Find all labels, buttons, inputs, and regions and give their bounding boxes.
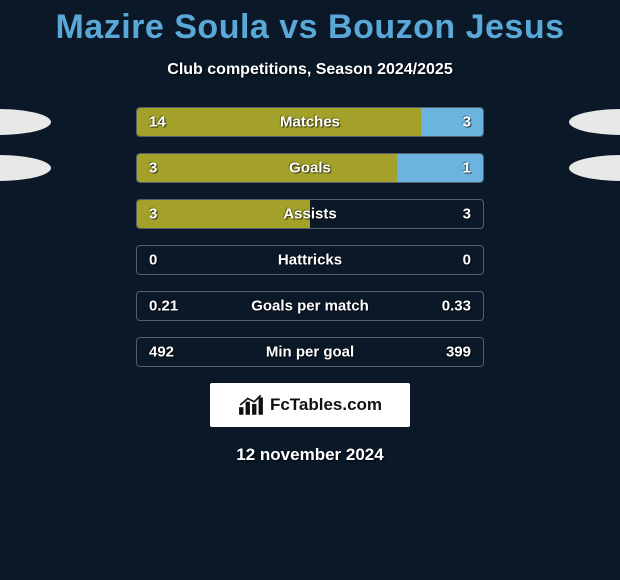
metric-label: Hattricks	[278, 252, 342, 269]
value-right: 0	[463, 252, 471, 269]
logo-text: FcTables.com	[270, 395, 382, 415]
chart-icon	[238, 394, 264, 416]
metric-label: Matches	[280, 114, 340, 131]
player-avatar-right	[569, 109, 620, 135]
stat-bar: 3 1 Goals	[136, 153, 484, 183]
stat-bar: 0.21 0.33 Goals per match	[136, 291, 484, 321]
comparison-row: 3 1 Goals	[70, 153, 550, 183]
metric-label: Min per goal	[266, 344, 354, 361]
player-avatar-left	[0, 109, 51, 135]
bar-fill-right	[421, 108, 483, 136]
bar-fill-left	[137, 154, 397, 182]
value-right: 3	[463, 206, 471, 223]
logo-badge[interactable]: FcTables.com	[210, 383, 410, 427]
value-right: 1	[463, 160, 471, 177]
stat-bar: 14 3 Matches	[136, 107, 484, 137]
value-left: 3	[149, 206, 157, 223]
value-left: 492	[149, 344, 174, 361]
comparison-row: 3 3 Assists	[70, 199, 550, 229]
value-left: 0.21	[149, 298, 178, 315]
value-left: 3	[149, 160, 157, 177]
stat-bar: 0 0 Hattricks	[136, 245, 484, 275]
metric-label: Goals per match	[251, 298, 369, 315]
value-left: 0	[149, 252, 157, 269]
player-avatar-right	[569, 155, 620, 181]
stat-bar: 492 399 Min per goal	[136, 337, 484, 367]
comparison-row: 492 399 Min per goal	[70, 337, 550, 367]
value-left: 14	[149, 114, 166, 131]
metric-label: Assists	[283, 206, 336, 223]
comparison-row: 0 0 Hattricks	[70, 245, 550, 275]
comparison-row: 14 3 Matches	[70, 107, 550, 137]
stat-bar: 3 3 Assists	[136, 199, 484, 229]
player-avatar-left	[0, 155, 51, 181]
value-right: 3	[463, 114, 471, 131]
value-right: 399	[446, 344, 471, 361]
subtitle: Club competitions, Season 2024/2025	[0, 61, 620, 79]
date-label: 12 november 2024	[0, 445, 620, 465]
page-title: Mazire Soula vs Bouzon Jesus	[0, 0, 620, 47]
comparison-row: 0.21 0.33 Goals per match	[70, 291, 550, 321]
metric-label: Goals	[289, 160, 331, 177]
value-right: 0.33	[442, 298, 471, 315]
bar-fill-left	[137, 108, 421, 136]
comparison-rows: 14 3 Matches 3 1 Goals 3 3 Assists 0 0 Hattricks 0.2…	[0, 107, 620, 367]
